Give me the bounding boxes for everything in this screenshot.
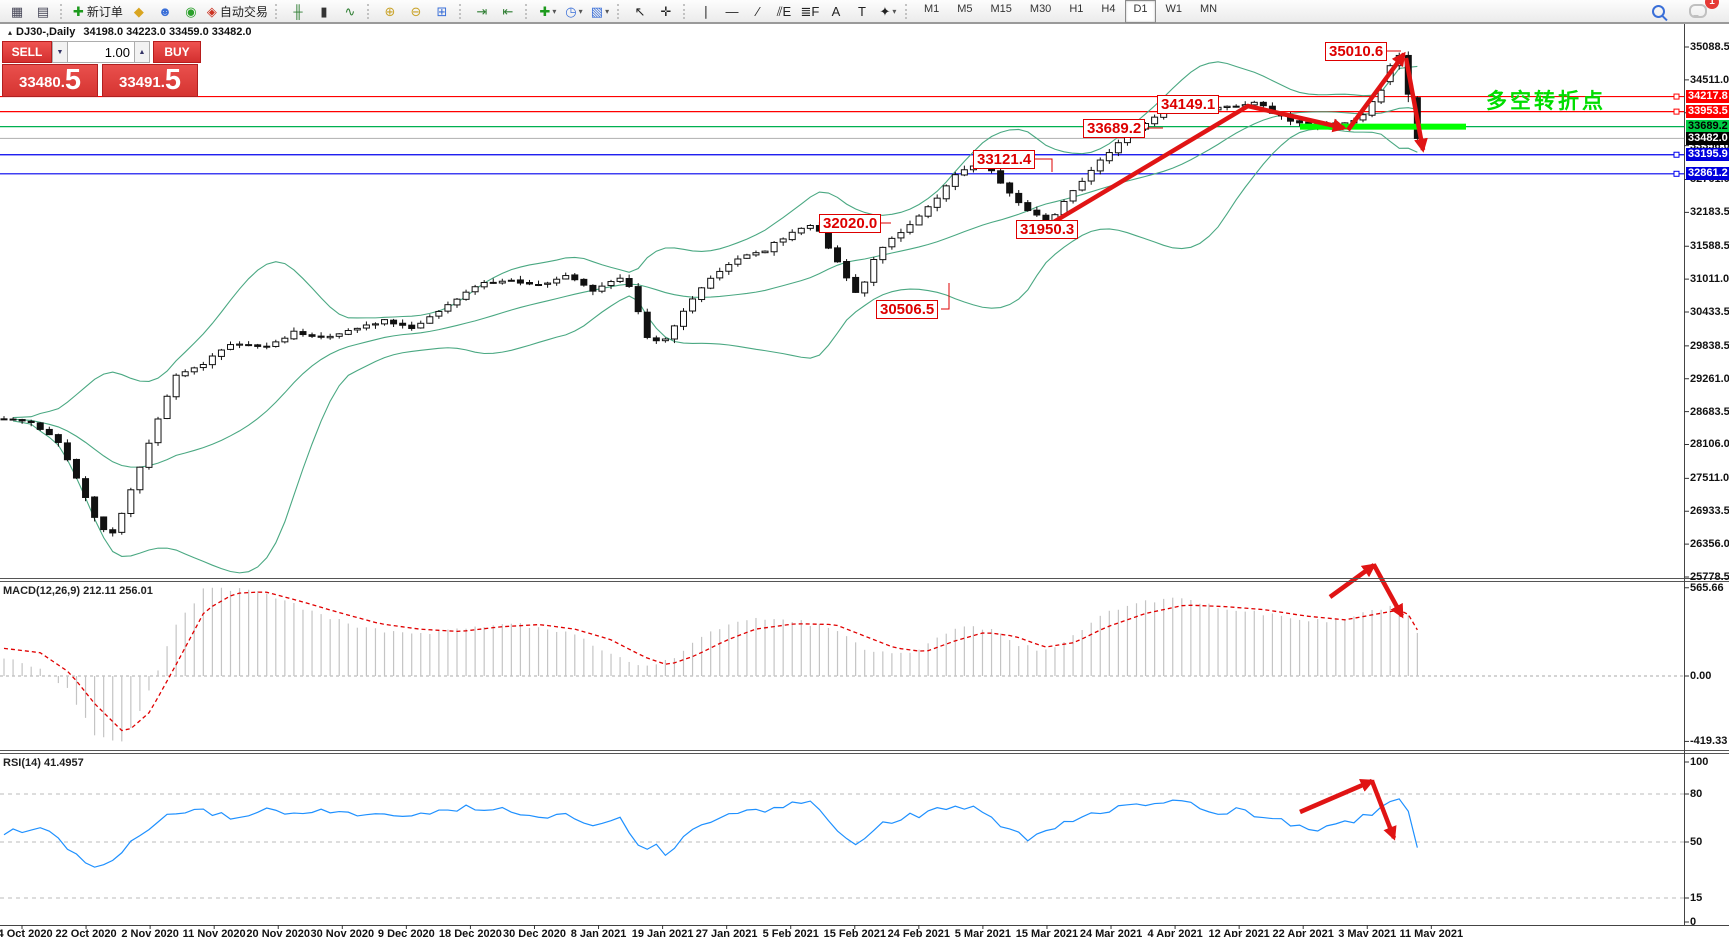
chart-title: ▴ DJ30-,Daily 34198.0 34223.0 33459.0 3348… [8, 26, 252, 38]
chevron-down-icon[interactable]: ▾ [892, 6, 897, 16]
text-label-icon: T [857, 3, 866, 19]
timeframe-d1-button[interactable]: D1 [1125, 0, 1156, 23]
zoom-in-icon[interactable]: ⊕ [377, 1, 403, 22]
autotrading-button[interactable]: ◈ 自动交易 [204, 1, 271, 22]
candlestick-chart-icon: ▮ [320, 3, 328, 19]
timeframe-h4-button[interactable]: H4 [1101, 2, 1116, 15]
new-order-button-label: 新订单 [86, 4, 123, 19]
sell-button[interactable]: SELL [2, 41, 52, 63]
channel-icon: ⫽E [776, 3, 792, 19]
tile-windows-icon[interactable]: ⊞ [429, 1, 455, 22]
line-chart-icon: ∿ [344, 3, 356, 19]
indicators-icon: ✚ [539, 3, 551, 19]
trendline-icon[interactable]: ∕ [745, 1, 771, 22]
profiles-icon: ▤ [36, 3, 50, 19]
auto-scroll-icon: ⇥ [476, 3, 488, 19]
volume-increase-button[interactable]: ▲ [134, 41, 150, 63]
text-icon: A [831, 3, 841, 19]
candlestick-chart-icon[interactable]: ▮ [311, 1, 337, 22]
new-order-button: ✚ [73, 3, 84, 19]
toolbar-separator [682, 3, 689, 19]
volume-input[interactable] [68, 41, 134, 63]
sell-price[interactable]: 33480. 5 [2, 64, 98, 97]
volume-decrease-button[interactable]: ▼ [52, 41, 68, 63]
toolbar-separator [366, 3, 373, 19]
chevron-down-icon[interactable]: ▾ [605, 6, 610, 16]
fibonacci-icon: ≣F [800, 3, 820, 19]
gold-icon[interactable]: ◆ [126, 1, 152, 22]
chart-shift-icon[interactable]: ⇤ [495, 1, 521, 22]
timeframe-m1-button[interactable]: M1 [923, 2, 940, 15]
timeframe-m30-button[interactable]: M30 [1029, 2, 1052, 15]
metaeditor-icon: ☻ [158, 3, 172, 19]
horizontal-line-icon[interactable]: ― [719, 1, 745, 22]
ohlc-values: 34198.0 34223.0 33459.0 33482.0 [83, 26, 252, 38]
auto-scroll-icon[interactable]: ⇥ [469, 1, 495, 22]
text-icon[interactable]: A [823, 1, 849, 22]
bar-chart-icon: ╫ [293, 3, 303, 19]
timeframe-m5-button[interactable]: M5 [957, 2, 973, 15]
timeframe-toolbar: M1 M5 M15 M30 H1 H4 D1 W1 MN [901, 0, 1226, 23]
zoom-out-icon[interactable]: ⊖ [403, 1, 429, 22]
toolbar-separator [60, 3, 66, 19]
toolbar-separator [616, 3, 623, 19]
toolbar-separator [458, 3, 465, 19]
horizontal-line-icon: ― [725, 3, 739, 19]
buy-button[interactable]: BUY [153, 41, 201, 63]
cursor-icon[interactable]: ↖ [627, 1, 653, 22]
zoom-in-icon: ⊕ [384, 3, 396, 19]
tile-windows-icon: ⊞ [436, 3, 448, 19]
alerts-icon[interactable]: ◉ [178, 1, 204, 22]
vertical-line-icon: ∣ [702, 3, 710, 19]
search-icon[interactable] [1645, 1, 1671, 22]
timeframe-w1-button[interactable]: W1 [1165, 2, 1183, 15]
metaeditor-icon[interactable]: ☻ [152, 1, 178, 22]
timeframe-m15-button[interactable]: M15 [990, 2, 1012, 15]
trendline-icon: ∕ [756, 3, 760, 19]
symbol-period: DJ30-,Daily [16, 26, 76, 38]
crosshair-icon[interactable]: ✛ [653, 1, 679, 22]
line-chart-icon[interactable]: ∿ [337, 1, 363, 22]
new-chart-icon: ▦ [10, 3, 24, 19]
fibonacci-icon[interactable]: ≣F [797, 1, 823, 22]
templates-icon[interactable]: ▧ ▾ [587, 1, 613, 22]
new-chart-icon[interactable]: ▦ [4, 1, 30, 22]
timeframe-mn-button[interactable]: MN [1200, 2, 1218, 15]
one-click-trading-widget: SELL ▼ ▲ BUY 33480.5 33491.5 [2, 41, 202, 97]
new-order-button[interactable]: ✚ 新订单 [70, 1, 126, 22]
cursor-icon: ↖ [634, 3, 646, 19]
chevron-down-icon[interactable]: ▾ [552, 6, 557, 16]
notification-badge: 1 [1705, 0, 1719, 9]
channel-icon[interactable]: ⫽E [771, 1, 797, 22]
text-label-icon[interactable]: T [849, 1, 875, 22]
chat-icon[interactable]: 1 [1685, 0, 1719, 22]
vertical-line-icon[interactable]: ∣ [693, 1, 719, 22]
profiles-icon[interactable]: ▤ [30, 1, 56, 22]
autotrading-button-label: 自动交易 [219, 4, 268, 19]
chevron-down-icon[interactable]: ▾ [578, 6, 583, 16]
shapes-icon: ✦ [879, 3, 891, 19]
shapes-icon[interactable]: ✦ ▾ [875, 1, 901, 22]
collapse-icon[interactable]: ▴ [8, 28, 13, 37]
periods-icon[interactable]: ◷ ▾ [561, 1, 587, 22]
bar-chart-icon[interactable]: ╫ [285, 1, 311, 22]
zoom-out-icon: ⊖ [410, 3, 422, 19]
autotrading-button: ◈ [206, 3, 217, 19]
toolbar-separator [274, 3, 281, 19]
main-toolbar: ▦ ▤ ✚ 新订单 ◆ ☻ ◉ ◈ 自动交易 ╫ ▮ ∿ ⊕ ⊖ ⊞ ⇥ ⇤ ✚ ▾ ◷ ▾ ▧ ▾ ↖ ✛ ∣ ― ∕ ⫽E ≣F A T ✦… [0, 0, 1729, 23]
templates-icon: ▧ [590, 3, 604, 19]
buy-price[interactable]: 33491. 5 [102, 64, 198, 97]
indicators-icon[interactable]: ✚ ▾ [535, 1, 561, 22]
crosshair-icon: ✛ [660, 3, 672, 19]
timeframe-h1-button[interactable]: H1 [1069, 2, 1084, 15]
alerts-icon: ◉ [185, 3, 197, 19]
chart-shift-icon: ⇤ [502, 3, 514, 19]
periods-icon: ◷ [565, 3, 577, 19]
toolbar-separator [524, 3, 531, 19]
gold-icon: ◆ [133, 3, 144, 19]
